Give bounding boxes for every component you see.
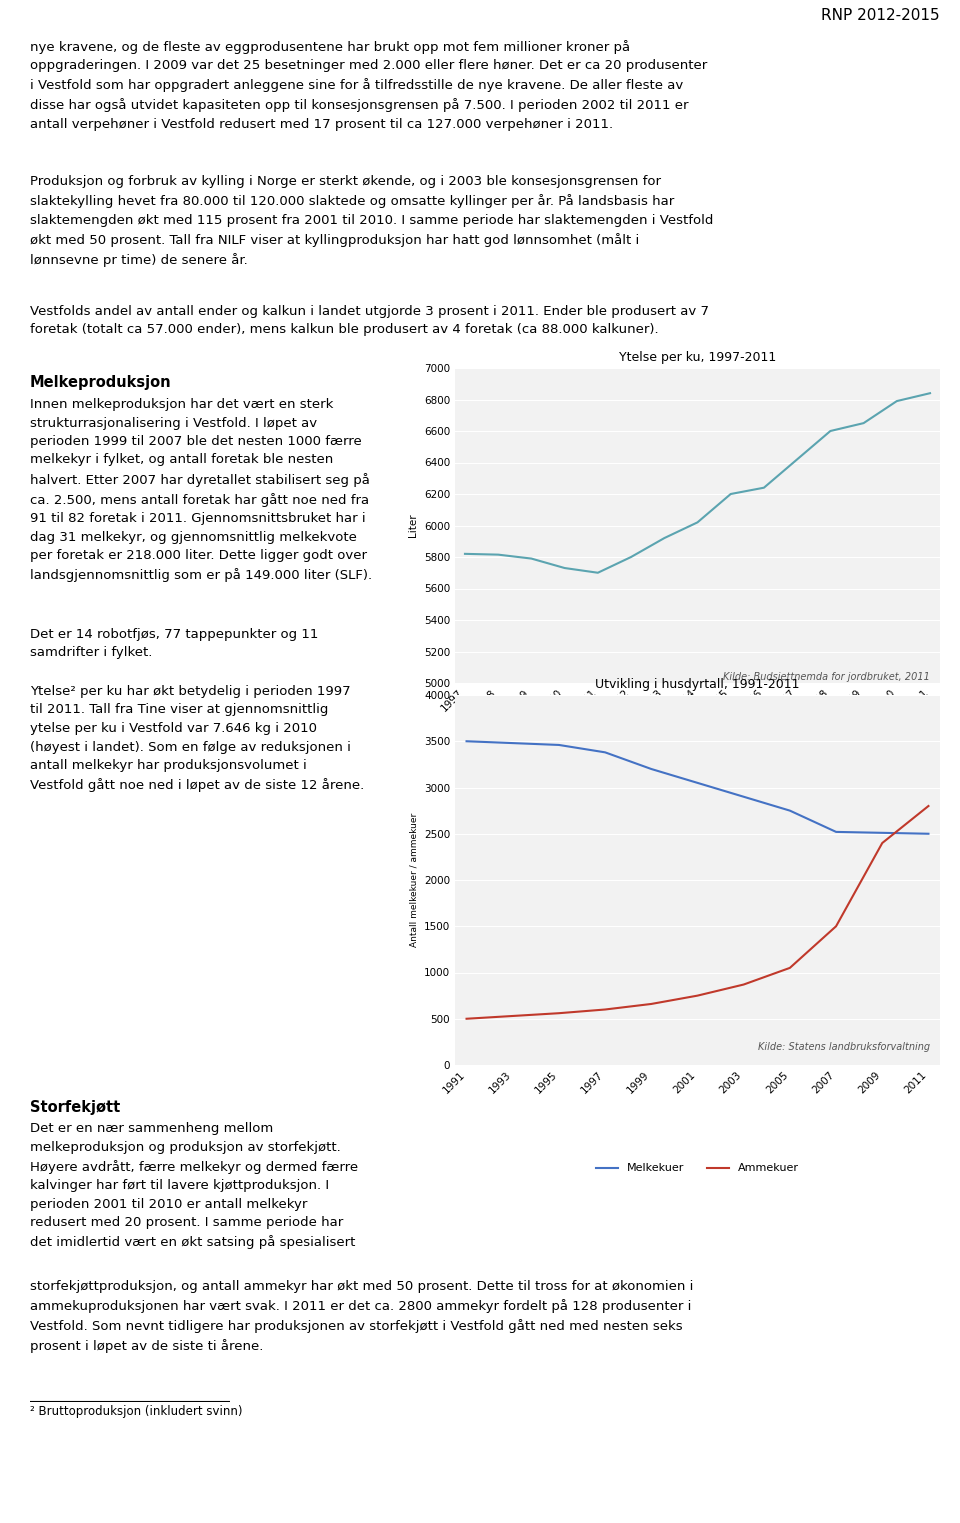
Text: Kilde: Statens landbruksforvaltning: Kilde: Statens landbruksforvaltning xyxy=(757,1042,930,1052)
Text: Det er en nær sammenheng mellom
melkeproduksjon og produksjon av storfekjøtt.
Hø: Det er en nær sammenheng mellom melkepro… xyxy=(30,1122,358,1249)
Title: Ytelse per ku, 1997-2011: Ytelse per ku, 1997-2011 xyxy=(619,352,776,364)
Text: ² Bruttoproduksjon (inkludert svinn): ² Bruttoproduksjon (inkludert svinn) xyxy=(30,1406,243,1418)
Y-axis label: Antall melkekuer / ammekuer: Antall melkekuer / ammekuer xyxy=(409,813,419,947)
Text: Kilde: Budsjettnemda for jordbruket, 2011: Kilde: Budsjettnemda for jordbruket, 201… xyxy=(723,672,930,682)
Text: nye kravene, og de fleste av eggprodusentene har brukt opp mot fem millioner kro: nye kravene, og de fleste av eggprodusen… xyxy=(30,40,708,131)
Text: Det er 14 robotfjøs, 77 tappepunkter og 11
samdrifter i fylket.: Det er 14 robotfjøs, 77 tappepunkter og … xyxy=(30,627,319,659)
Y-axis label: Liter: Liter xyxy=(408,513,419,538)
Text: Ytelse² per ku har økt betydelig i perioden 1997
til 2011. Tall fra Tine viser a: Ytelse² per ku har økt betydelig i perio… xyxy=(30,685,364,792)
Text: Melkeproduksjon: Melkeproduksjon xyxy=(30,375,172,390)
Text: Storfekjøtt: Storfekjøtt xyxy=(30,1100,120,1115)
Legend: Melkekuer, Ammekuer: Melkekuer, Ammekuer xyxy=(591,1159,804,1177)
Text: RNP 2012-2015: RNP 2012-2015 xyxy=(822,8,940,23)
Title: Utvikling i husdyrtall, 1991-2011: Utvikling i husdyrtall, 1991-2011 xyxy=(595,678,800,691)
Text: Innen melkeproduksjon har det vært en sterk
strukturrasjonalisering i Vestfold. : Innen melkeproduksjon har det vært en st… xyxy=(30,398,372,582)
Text: Produksjon og forbruk av kylling i Norge er sterkt økende, og i 2003 ble konsesj: Produksjon og forbruk av kylling i Norge… xyxy=(30,175,713,267)
Text: Vestfolds andel av antall ender og kalkun i landet utgjorde 3 prosent i 2011. En: Vestfolds andel av antall ender og kalku… xyxy=(30,305,709,337)
Text: storfekjøttproduksjon, og antall ammekyr har økt med 50 prosent. Dette til tross: storfekjøttproduksjon, og antall ammekyr… xyxy=(30,1279,693,1352)
